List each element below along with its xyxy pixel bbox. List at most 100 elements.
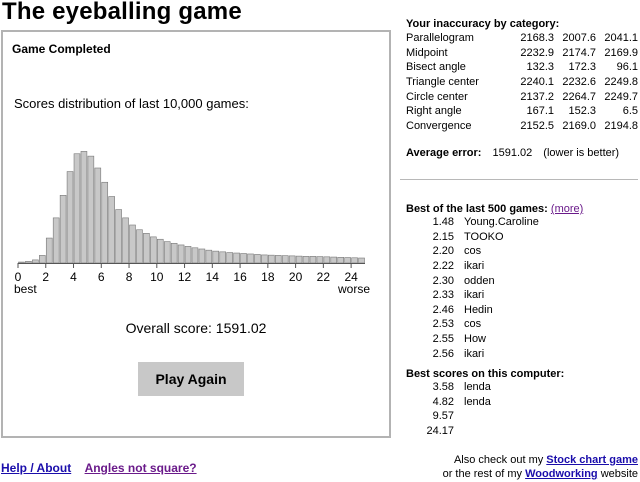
category-value: 2168.3	[520, 32, 554, 45]
inaccuracy-row: Triangle center 2240.1 2232.6 2249.8	[406, 75, 638, 90]
category-name: Convergence	[406, 119, 472, 132]
histogram-bar	[268, 254, 275, 264]
histogram-bar	[163, 241, 171, 264]
histogram-bar	[136, 229, 143, 264]
score-value: 2.15	[432, 230, 454, 243]
histogram-bar	[205, 249, 213, 264]
game-panel: Game Completed Scores distribution of la…	[1, 30, 391, 438]
score-value: 2.55	[432, 333, 454, 346]
histogram-bar	[254, 254, 261, 264]
footer-promo: Also check out my Stock chart game or th…	[443, 453, 638, 481]
best-computer-heading: Best scores on this computer:	[406, 368, 565, 380]
histogram-bar	[219, 251, 226, 264]
score-row: 9.57	[406, 409, 491, 424]
player-name: Hedin	[464, 303, 493, 316]
help-about-link[interactable]: Help / About	[1, 461, 72, 475]
category-value: 152.3	[568, 105, 596, 118]
category-value: 2174.7	[562, 46, 596, 59]
histogram-bar	[157, 238, 164, 264]
category-value: 96.1	[616, 61, 638, 74]
histogram-bar	[150, 236, 157, 264]
score-row: 2.22 ikari	[406, 259, 539, 274]
player-name: ikari	[464, 260, 485, 273]
category-value: 2240.1	[520, 76, 554, 89]
histogram-bar	[45, 237, 53, 264]
category-name: Triangle center	[406, 76, 479, 89]
category-value: 2007.6	[562, 32, 596, 45]
player-name: ikari	[464, 347, 485, 360]
category-value: 2249.8	[604, 76, 638, 89]
category-value: 6.5	[622, 105, 638, 118]
category-value: 2137.2	[520, 90, 554, 103]
category-value: 2152.5	[520, 119, 554, 132]
inaccuracy-row: Circle center 2137.2 2264.7 2249.7	[406, 89, 638, 104]
score-value: 4.82	[432, 395, 454, 408]
promo-line-2: or the rest of my Woodworking website	[443, 467, 638, 481]
best-500-heading: Best of the last 500 games: (more)	[406, 203, 583, 215]
score-row: 2.53 cos	[406, 317, 539, 332]
player-name: lenda	[464, 395, 491, 408]
category-name: Midpoint	[406, 46, 448, 59]
histogram-bar	[261, 254, 268, 264]
score-row: 2.56 ikari	[406, 346, 539, 361]
player-name: cos	[464, 245, 482, 258]
score-value: 2.53	[432, 318, 454, 331]
x-axis-best-label: best	[14, 282, 37, 296]
player-name: odden	[464, 274, 495, 287]
histogram-bar	[87, 155, 95, 264]
x-axis-worse-label: worse	[337, 282, 370, 296]
category-name: Bisect angle	[406, 61, 466, 74]
more-link[interactable]: (more)	[550, 203, 584, 215]
player-name	[454, 409, 491, 424]
inaccuracy-row: Right angle 167.1 152.3 6.5	[406, 104, 638, 119]
score-row: 2.33 ikari	[406, 288, 539, 303]
histogram-bar	[226, 252, 233, 264]
category-value: 2264.7	[562, 90, 596, 103]
inaccuracy-table: Parallelogram 2168.3 2007.6 2041.1 Midpoint 2…	[406, 31, 638, 133]
histogram-bar	[233, 252, 240, 264]
histogram-bar	[184, 246, 192, 264]
category-value: 2232.6	[562, 76, 596, 89]
histogram-bar	[18, 261, 25, 264]
promo-line-1: Also check out my Stock chart game	[443, 453, 638, 467]
score-value: 2.46	[432, 303, 454, 316]
player-name: lenda	[464, 381, 491, 394]
histogram-bar	[115, 209, 122, 264]
x-tick-label: 0	[15, 270, 22, 284]
histogram-bar	[358, 257, 365, 264]
histogram-bar	[122, 217, 129, 264]
category-value: 2169.0	[562, 119, 596, 132]
category-value: 2232.9	[520, 46, 554, 59]
angles-not-square-link[interactable]: Angles not square?	[84, 461, 197, 475]
histogram-bar	[25, 261, 32, 264]
score-row: 2.30 odden	[406, 273, 539, 288]
histogram-bar	[240, 253, 247, 264]
histogram-bar	[108, 196, 115, 264]
category-value: 172.3	[568, 61, 596, 74]
score-value: 9.57	[432, 410, 454, 423]
player-name: Young.Caroline	[464, 216, 539, 229]
player-name: cos	[464, 318, 482, 331]
category-name: Circle center	[406, 90, 468, 103]
histogram-bar	[39, 255, 46, 264]
footer-links: Help / About Angles not square?	[1, 461, 197, 475]
score-value: 3.58	[432, 381, 454, 394]
histogram-bar	[32, 259, 39, 264]
category-value: 2249.7	[604, 90, 638, 103]
game-status-heading: Game Completed	[12, 42, 111, 56]
category-value: 2194.8	[604, 119, 638, 132]
best-500-heading-text: Best of the last 500 games:	[406, 203, 548, 215]
average-error-value: 1591.02	[492, 147, 533, 159]
woodworking-link[interactable]: Woodworking	[525, 468, 598, 480]
histogram-bar	[198, 248, 206, 264]
x-tick-label: 10	[150, 270, 164, 284]
player-name	[454, 424, 491, 439]
inaccuracy-row: Convergence 2152.5 2169.0 2194.8	[406, 119, 638, 134]
histogram-bar	[191, 247, 199, 264]
category-name: Right angle	[406, 105, 462, 118]
score-row: 2.15 TOOKO	[406, 230, 539, 245]
play-again-button[interactable]: Play Again	[138, 362, 244, 396]
histogram-bar	[66, 171, 74, 264]
stock-chart-game-link[interactable]: Stock chart game	[546, 454, 638, 466]
page-title: The eyeballing game	[2, 0, 242, 25]
